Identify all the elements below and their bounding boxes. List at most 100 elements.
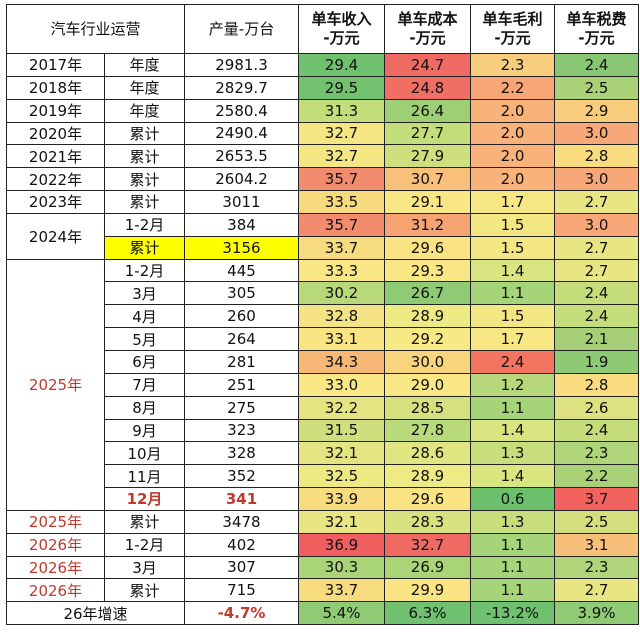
income-cell: 29.5 (298, 75, 385, 100)
period-cell: 累计 (104, 509, 185, 534)
income-cell: 32.8 (298, 304, 385, 329)
cost-cell: 29.6 (384, 235, 471, 260)
tax-cell: 3.0 (554, 167, 639, 192)
year-cell: 2022年 (6, 167, 105, 192)
period-cell: 累计 (104, 235, 185, 260)
table-row: 4月 260 32.8 28.9 1.5 2.4 (7, 304, 639, 329)
margin-cell: 1.1 (470, 578, 555, 603)
cost-cell: 26.7 (384, 281, 471, 306)
period-cell: 3月 (104, 555, 185, 580)
table-row: 2025年 累计 3478 32.1 28.3 1.3 2.5 (6, 509, 639, 534)
cost-cell: 29.3 (384, 258, 471, 283)
tax-cell: 2.4 (554, 418, 639, 443)
output-cell: 328 (184, 441, 299, 466)
cost-cell: 29.2 (384, 327, 471, 351)
table-row: 2021年 累计 2653.5 32.7 27.9 2.0 2.8 (6, 144, 639, 169)
output-cell: 402 (184, 532, 299, 557)
margin-cell: 2.2 (470, 75, 555, 100)
header-row: 汽车行业运营 产量-万台 单车收入 -万元 单车成本 -万元 单车毛利 -万元 单车税费 -万元 (6, 4, 639, 54)
period-cell: 年度 (104, 53, 185, 77)
cost-cell: 30.7 (384, 167, 471, 192)
tax-cell: 2.8 (554, 144, 639, 169)
year-cell: 2026年 (6, 578, 105, 603)
output-cell: 3478 (184, 509, 299, 534)
output-cell: 323 (184, 418, 299, 443)
margin-cell: 1.7 (470, 327, 555, 351)
income-cell: 33.1 (298, 327, 385, 351)
growth-tax-cell: 3.9% (554, 601, 639, 626)
output-cell: 715 (184, 578, 299, 603)
header-output-text: 产量-万台 (208, 19, 275, 38)
output-cell: 2981.3 (184, 53, 299, 77)
year-cell: 2019年 (6, 98, 105, 123)
income-cell: 32.1 (298, 441, 385, 466)
cost-cell: 27.8 (384, 418, 471, 443)
output-cell: 275 (184, 395, 299, 420)
year-cell: 2025年 (6, 509, 105, 534)
income-cell: 31.5 (298, 418, 385, 443)
margin-cell: 2.0 (470, 144, 555, 169)
income-cell: 29.4 (298, 53, 385, 77)
tax-cell: 3.7 (554, 487, 639, 511)
income-cell: 32.7 (298, 121, 385, 146)
cost-cell: 32.7 (384, 532, 471, 557)
tax-cell: 2.3 (554, 441, 639, 466)
tax-cell: 3.1 (554, 532, 639, 557)
output-cell: 3011 (184, 190, 299, 214)
header-income: 单车收入 -万元 (298, 4, 385, 54)
header-cost: 单车成本 -万元 (384, 4, 471, 54)
cost-cell: 24.8 (384, 75, 471, 100)
cost-cell: 29.6 (384, 487, 471, 511)
income-cell: 32.5 (298, 464, 385, 489)
margin-cell: 1.2 (470, 372, 555, 397)
income-cell: 33.3 (298, 258, 385, 283)
growth-margin-cell: -13.2% (470, 601, 555, 626)
income-cell: 32.1 (298, 509, 385, 534)
tax-cell: 1.9 (554, 349, 639, 374)
cost-cell: 28.6 (384, 441, 471, 466)
tax-cell: 2.5 (554, 509, 639, 534)
margin-cell: 1.4 (470, 258, 555, 283)
tax-cell: 2.4 (554, 53, 639, 77)
table-row: 2018年 年度 2829.7 29.5 24.8 2.2 2.5 (6, 75, 639, 100)
tax-cell: 2.8 (554, 372, 639, 397)
period-cell: 8月 (104, 395, 185, 420)
table-row: 2026年 3月 307 30.3 26.9 1.1 2.3 (6, 555, 639, 580)
tax-cell: 2.2 (554, 464, 639, 489)
tax-cell: 2.3 (554, 555, 639, 580)
period-cell: 累计 (104, 144, 185, 169)
header-cost-text: 单车成本 (397, 10, 458, 28)
margin-cell: 1.3 (470, 441, 555, 466)
cost-cell: 28.9 (384, 304, 471, 329)
tax-cell: 2.7 (554, 258, 639, 283)
growth-row: 26年增速 -4.7% 5.4% 6.3% -13.2% 3.9% (6, 601, 639, 626)
period-cell: 1-2月 (104, 532, 185, 557)
income-cell: 35.7 (298, 167, 385, 192)
tax-cell: 2.4 (554, 304, 639, 329)
tax-cell: 2.7 (554, 578, 639, 603)
tax-cell: 3.0 (554, 212, 639, 237)
margin-cell: 2.0 (470, 121, 555, 146)
cost-cell: 24.7 (384, 53, 471, 77)
cost-cell: 30.0 (384, 349, 471, 374)
header-operations: 汽车行业运营 (6, 4, 185, 54)
year-cell: 2017年 (6, 53, 105, 77)
year-cell: 2018年 (6, 75, 105, 100)
margin-cell: 1.1 (470, 281, 555, 306)
header-income-text: 单车收入 (311, 10, 372, 28)
income-cell: 34.3 (298, 349, 385, 374)
income-cell: 33.0 (298, 372, 385, 397)
period-cell: 1-2月 (104, 212, 185, 237)
table-row: 2020年 累计 2490.4 32.7 27.7 2.0 3.0 (6, 121, 639, 146)
margin-cell: 1.4 (470, 464, 555, 489)
growth-output-cell: -4.7% (184, 601, 299, 626)
table-row: 2022年 累计 2604.2 35.7 30.7 2.0 3.0 (6, 167, 639, 192)
year-cell: 2021年 (6, 144, 105, 169)
period-cell: 年度 (104, 98, 185, 123)
table-row: 9月 323 31.5 27.8 1.4 2.4 (7, 418, 639, 443)
output-cell: 352 (184, 464, 299, 489)
period-cell: 7月 (104, 372, 185, 397)
margin-cell: 1.1 (470, 555, 555, 580)
cost-cell: 26.4 (384, 98, 471, 123)
margin-cell: 1.4 (470, 418, 555, 443)
